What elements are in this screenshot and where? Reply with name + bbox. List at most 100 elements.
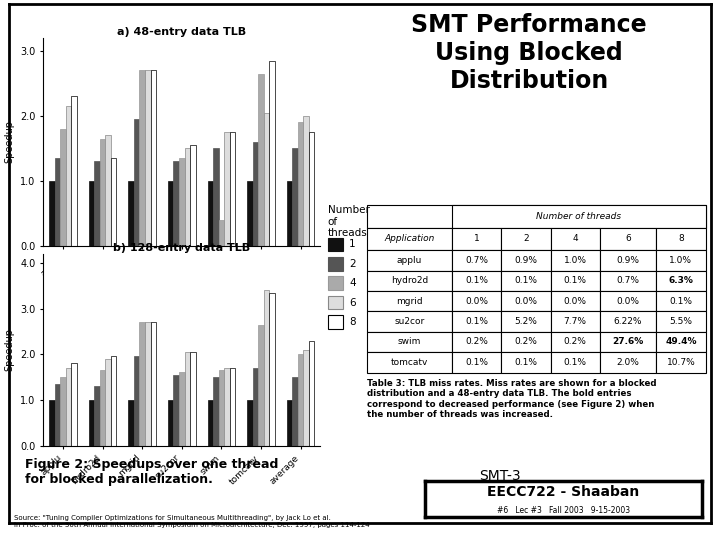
Bar (303, 350, 309, 446)
Bar (150, 70, 156, 246)
Text: 6: 6 (349, 298, 356, 308)
Text: 6.3%: 6.3% (668, 276, 693, 285)
Bar (134, 119, 140, 246)
Text: 0.9%: 0.9% (616, 256, 639, 265)
Bar (89, 400, 94, 446)
Bar (145, 70, 150, 246)
Bar (94, 386, 100, 445)
Text: SMT Performance
Using Blocked
Distribution: SMT Performance Using Blocked Distributi… (411, 14, 647, 93)
Title: a) 48-entry data TLB: a) 48-entry data TLB (117, 27, 246, 37)
Bar (219, 220, 224, 246)
Text: 4: 4 (349, 278, 356, 288)
Text: 10.7%: 10.7% (667, 358, 696, 367)
Text: 0.1%: 0.1% (564, 358, 587, 367)
Bar (287, 181, 292, 246)
Bar (207, 181, 213, 246)
Text: 0.9%: 0.9% (514, 256, 537, 265)
Text: 0.2%: 0.2% (564, 338, 587, 347)
Bar (292, 148, 298, 246)
Text: 2.0%: 2.0% (616, 358, 639, 367)
Text: EECC722 - Shaaban: EECC722 - Shaaban (487, 485, 639, 500)
Text: 0.1%: 0.1% (670, 296, 693, 306)
Bar (60, 129, 66, 246)
Bar (105, 359, 111, 445)
Text: swim: swim (398, 338, 421, 347)
Title: b) 128-entry data TLB: b) 128-entry data TLB (113, 243, 251, 253)
Text: 5.2%: 5.2% (514, 317, 537, 326)
Bar (111, 158, 117, 246)
Bar (174, 161, 179, 246)
Bar (128, 400, 134, 446)
Bar (55, 158, 60, 246)
Text: 0.2%: 0.2% (465, 338, 488, 347)
Bar (60, 377, 66, 445)
Text: 6: 6 (625, 234, 631, 244)
Bar (190, 352, 196, 446)
Bar (71, 363, 77, 446)
Text: 49.4%: 49.4% (665, 338, 697, 347)
Text: 0.0%: 0.0% (616, 296, 639, 306)
Text: Source: "Tuning Compiler Optimizations for Simultaneous Multithreading", by Jack: Source: "Tuning Compiler Optimizations f… (14, 515, 370, 528)
Text: Table 3: TLB miss rates. Miss rates are shown for a blocked
distribution and a 4: Table 3: TLB miss rates. Miss rates are … (367, 379, 657, 419)
Text: 7.7%: 7.7% (564, 317, 587, 326)
Bar (264, 112, 269, 246)
Text: 1.0%: 1.0% (564, 256, 587, 265)
Bar (264, 291, 269, 446)
Text: SMT-3: SMT-3 (480, 469, 521, 483)
Text: Figure 2: Speedups over one thread
for blocked parallelization.: Figure 2: Speedups over one thread for b… (25, 458, 279, 486)
Bar (71, 96, 77, 246)
Text: 2: 2 (523, 234, 528, 244)
Bar (258, 325, 264, 445)
Text: 8: 8 (349, 317, 356, 327)
Text: 0.1%: 0.1% (465, 317, 488, 326)
Bar (100, 370, 105, 446)
Text: 0.0%: 0.0% (514, 296, 537, 306)
Y-axis label: Speedup: Speedup (4, 120, 14, 163)
Text: 0.0%: 0.0% (564, 296, 587, 306)
Bar (134, 356, 140, 446)
Bar (179, 158, 184, 246)
Text: su2cor: su2cor (395, 317, 425, 326)
Bar (145, 322, 150, 446)
Bar (128, 181, 134, 246)
Bar (179, 373, 184, 446)
Bar (94, 161, 100, 246)
Text: mgrid: mgrid (396, 296, 423, 306)
Bar (224, 132, 230, 246)
Text: hydro2d: hydro2d (391, 276, 428, 285)
Bar (184, 148, 190, 246)
Bar (111, 356, 117, 446)
Text: 1: 1 (349, 239, 356, 249)
Bar (213, 148, 219, 246)
Text: Number
of
threads: Number of threads (328, 205, 369, 238)
Bar (247, 400, 253, 446)
Bar (55, 384, 60, 446)
Text: #6   Lec #3   Fall 2003   9-15-2003: #6 Lec #3 Fall 2003 9-15-2003 (497, 506, 630, 515)
Bar (150, 322, 156, 446)
Bar (105, 135, 111, 246)
Text: 0.7%: 0.7% (465, 256, 488, 265)
Text: 0.1%: 0.1% (514, 276, 537, 285)
Text: 0.2%: 0.2% (514, 338, 537, 347)
Text: tomcatv: tomcatv (391, 358, 428, 367)
Bar (89, 181, 94, 246)
Text: 0.7%: 0.7% (616, 276, 639, 285)
Bar (298, 354, 303, 446)
Bar (303, 116, 309, 246)
Y-axis label: Speedup: Speedup (4, 328, 14, 371)
Text: 5.5%: 5.5% (670, 317, 693, 326)
Text: 0.1%: 0.1% (465, 276, 488, 285)
Bar (140, 70, 145, 246)
Bar (224, 368, 230, 445)
Bar (230, 132, 235, 246)
Bar (207, 400, 213, 446)
Bar (258, 73, 264, 246)
Bar (309, 132, 315, 246)
Text: 8: 8 (678, 234, 684, 244)
Text: 4: 4 (572, 234, 578, 244)
Bar (49, 181, 55, 246)
Text: 0.1%: 0.1% (514, 358, 537, 367)
Bar (140, 322, 145, 446)
Bar (168, 400, 174, 446)
Text: 0.1%: 0.1% (564, 276, 587, 285)
